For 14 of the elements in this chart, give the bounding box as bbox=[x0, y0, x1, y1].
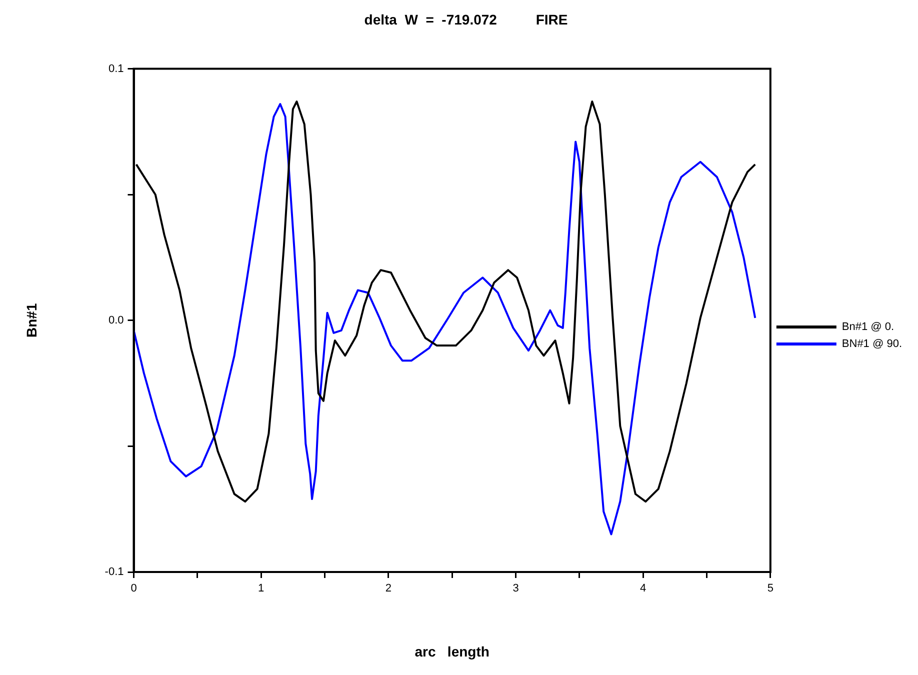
y-tick-label: -0.1 bbox=[104, 566, 124, 578]
x-tick-label: 0 bbox=[130, 582, 137, 595]
chart-title: delta W = -719.072 FIRE bbox=[364, 11, 568, 28]
y-tick-label: 0.1 bbox=[108, 62, 124, 75]
x-tick-label: 1 bbox=[258, 582, 264, 595]
x-tick-label: 2 bbox=[385, 582, 392, 595]
x-tick-label: 5 bbox=[767, 582, 774, 595]
text: Bn#1 @ 0. bbox=[842, 321, 894, 334]
text: BN#1 @ 90. bbox=[842, 338, 902, 350]
x-axis-title: arc length bbox=[414, 643, 490, 660]
x-tick-label: 4 bbox=[640, 582, 646, 595]
y-tick-label: 0.0 bbox=[108, 314, 124, 326]
x-tick-label: 3 bbox=[512, 582, 519, 595]
y-axis-title: Bn#1 bbox=[23, 303, 40, 338]
